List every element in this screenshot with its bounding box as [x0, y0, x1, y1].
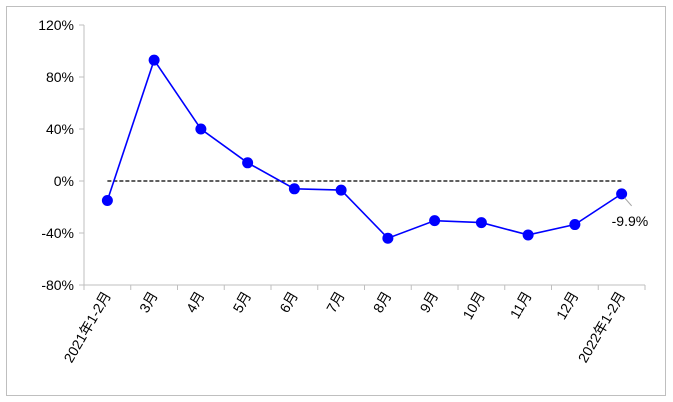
- data-point: [569, 219, 581, 231]
- data-label: -9.9%: [612, 213, 649, 229]
- y-tick-label: -40%: [41, 225, 74, 241]
- y-tick-label: 0%: [54, 173, 74, 189]
- x-tick-label: 2022年1-2月: [575, 289, 629, 366]
- data-point: [195, 123, 207, 135]
- data-point: [429, 215, 441, 227]
- x-tick-label: 10月: [459, 289, 488, 323]
- data-point: [148, 54, 160, 66]
- data-point: [475, 217, 487, 229]
- data-point: [242, 157, 254, 169]
- y-tick-label: 40%: [46, 121, 74, 137]
- annotation-leader: [624, 197, 633, 207]
- data-point: [335, 184, 347, 196]
- x-tick-label: 7月: [323, 289, 348, 316]
- y-tick-label: 120%: [38, 17, 74, 33]
- data-point: [101, 195, 113, 206]
- x-tick-label: 11月: [507, 289, 535, 322]
- x-tick-label: 2021年1-2月: [60, 289, 114, 366]
- data-point: [616, 188, 628, 200]
- chart-frame: [6, 6, 666, 396]
- x-tick-label: 3月: [136, 289, 161, 316]
- data-point: [522, 229, 534, 241]
- x-tick-label: 5月: [229, 289, 254, 316]
- y-tick-label: -80%: [41, 277, 74, 293]
- data-point: [288, 183, 300, 195]
- x-tick-label: 4月: [183, 289, 208, 316]
- series-line: [106, 58, 623, 240]
- x-tick-label: 9月: [416, 289, 441, 316]
- x-tick-label: 6月: [276, 289, 301, 316]
- y-tick-label: 80%: [46, 69, 74, 85]
- data-point: [382, 232, 394, 244]
- x-tick-label: 12月: [553, 289, 582, 323]
- x-tick-label: 8月: [370, 289, 395, 316]
